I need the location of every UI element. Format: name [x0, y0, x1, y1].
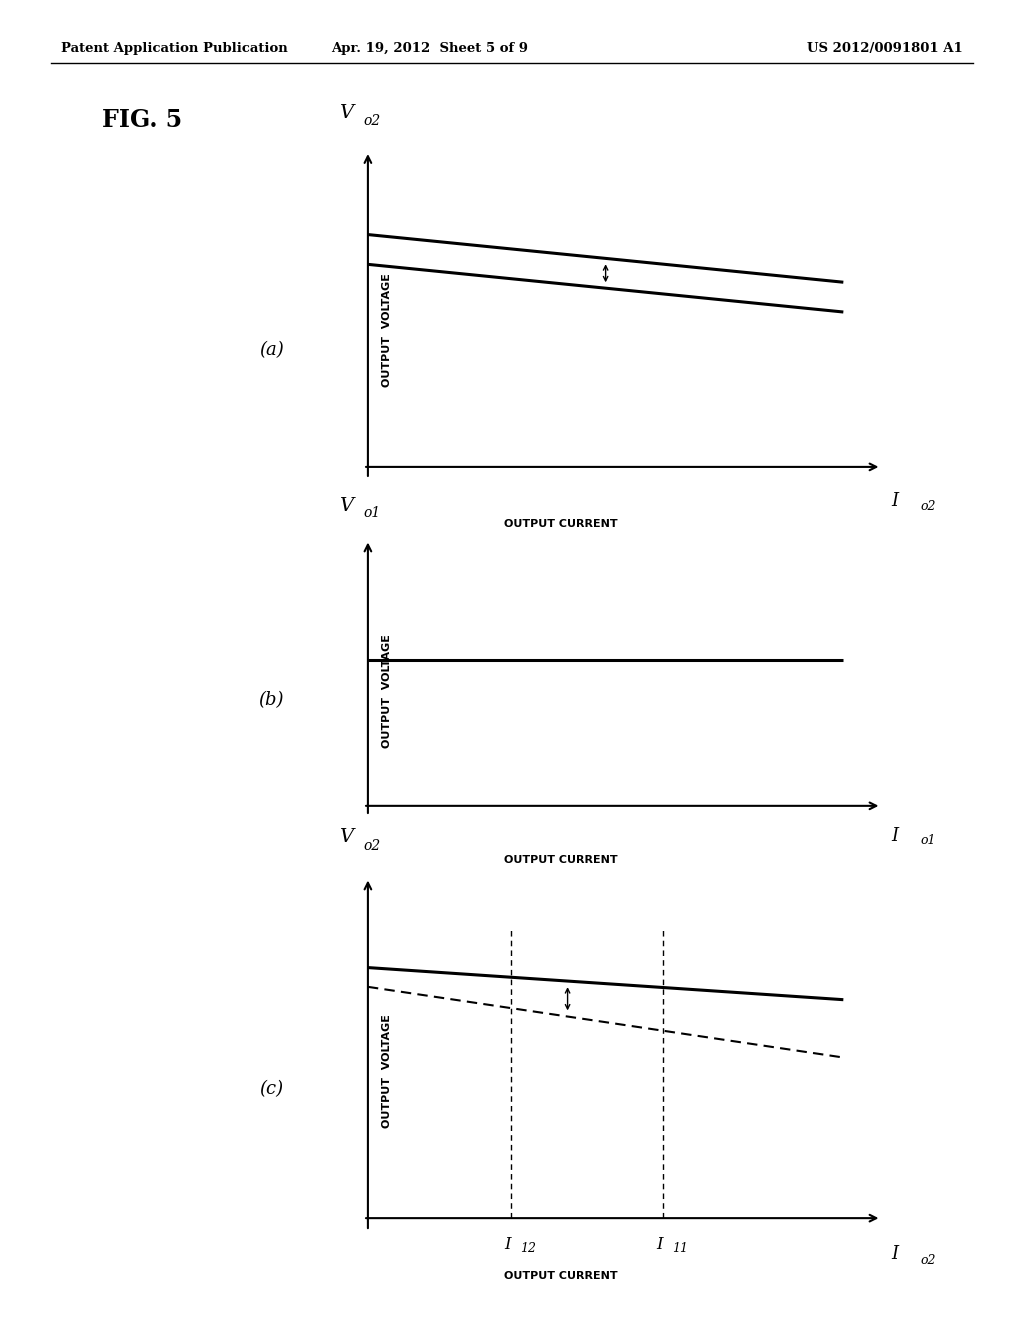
Text: o2: o2	[364, 840, 381, 853]
Text: OUTPUT CURRENT: OUTPUT CURRENT	[504, 1271, 617, 1282]
Text: o2: o2	[364, 115, 381, 128]
Text: o1: o1	[364, 507, 381, 520]
Text: I: I	[891, 492, 898, 510]
Text: Patent Application Publication: Patent Application Publication	[61, 42, 288, 55]
Text: I: I	[891, 826, 898, 845]
Text: (b): (b)	[259, 690, 284, 709]
Text: OUTPUT  VOLTAGE: OUTPUT VOLTAGE	[382, 634, 392, 747]
Text: OUTPUT  VOLTAGE: OUTPUT VOLTAGE	[382, 1014, 392, 1127]
Text: V: V	[339, 828, 353, 846]
Text: I: I	[504, 1236, 511, 1253]
Text: o1: o1	[921, 834, 936, 847]
Text: (a): (a)	[259, 341, 284, 359]
Text: o2: o2	[921, 500, 936, 513]
Text: US 2012/0091801 A1: US 2012/0091801 A1	[807, 42, 963, 55]
Text: 11: 11	[672, 1242, 688, 1255]
Text: o2: o2	[921, 1254, 936, 1267]
Text: FIG. 5: FIG. 5	[102, 108, 182, 132]
Text: OUTPUT  VOLTAGE: OUTPUT VOLTAGE	[382, 273, 392, 387]
Text: (c): (c)	[259, 1080, 284, 1098]
Text: V: V	[339, 104, 353, 121]
Text: V: V	[339, 496, 353, 515]
Text: I: I	[656, 1236, 663, 1253]
Text: OUTPUT CURRENT: OUTPUT CURRENT	[504, 519, 617, 529]
Text: I: I	[891, 1245, 898, 1263]
Text: 12: 12	[520, 1242, 536, 1255]
Text: OUTPUT CURRENT: OUTPUT CURRENT	[504, 855, 617, 866]
Text: Apr. 19, 2012  Sheet 5 of 9: Apr. 19, 2012 Sheet 5 of 9	[332, 42, 528, 55]
